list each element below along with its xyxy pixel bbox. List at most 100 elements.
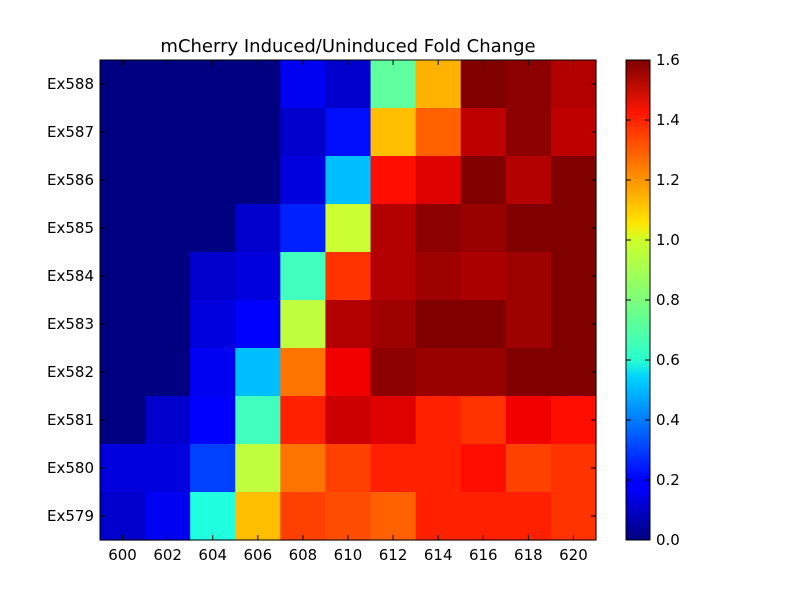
heatmap-cell [370, 60, 417, 109]
heatmap-cell [190, 444, 236, 493]
heatmap-cell [145, 252, 191, 301]
heatmap-cell [145, 396, 191, 445]
heatmap-cell [550, 156, 597, 205]
heatmap-cell [145, 60, 191, 109]
x-tick-label: 612 [379, 546, 408, 564]
heatmap-cell [460, 252, 507, 301]
heatmap-cell [280, 444, 327, 493]
colorbar-tick-label: 1.4 [656, 111, 680, 129]
heatmap-cell [280, 156, 327, 205]
heatmap-cell [460, 348, 507, 397]
heatmap-cell [415, 252, 462, 301]
heatmap-cell [550, 60, 597, 109]
colorbar-tick-label: 1.2 [656, 171, 680, 189]
y-tick-label: Ex580 [47, 459, 94, 477]
heatmap-cell [550, 348, 597, 397]
heatmap-cell [190, 396, 236, 445]
colorbar-tick-label: 1.0 [656, 231, 680, 249]
heatmap-cell [235, 492, 281, 541]
heatmap-cell [235, 156, 281, 205]
colorbar-tick-label: 0.0 [656, 531, 680, 549]
heatmap-cell [550, 444, 597, 493]
x-tick-label: 618 [514, 546, 543, 564]
heatmap-cell [145, 204, 191, 253]
heatmap-cell [505, 348, 552, 397]
heatmap-cell [325, 444, 372, 493]
y-tick-label: Ex583 [47, 315, 94, 333]
heatmap-cell [550, 204, 597, 253]
heatmap-cell [460, 156, 507, 205]
chart-title: mCherry Induced/Uninduced Fold Change [160, 36, 535, 57]
heatmap-cell [505, 204, 552, 253]
y-tick-label: Ex579 [47, 507, 94, 525]
heatmap-cell [550, 396, 597, 445]
heatmap-cell [100, 60, 146, 109]
heatmap-cell [460, 204, 507, 253]
colorbar-tick-label: 0.6 [656, 351, 680, 369]
x-tick-label: 620 [559, 546, 588, 564]
heatmap-cell [415, 204, 462, 253]
heatmap-cell [235, 348, 281, 397]
heatmap-cell [145, 156, 191, 205]
heatmap-cell [280, 348, 327, 397]
colorbar-ticks: 0.0 0.2 0.4 0.6 0.8 1.0 1.2 1.4 1.6 [626, 51, 680, 549]
heatmap-cell [460, 60, 507, 109]
heatmap-cell [100, 444, 146, 493]
heatmap-cell [415, 300, 462, 349]
heatmap-cell [280, 252, 327, 301]
y-tick-label: Ex588 [47, 75, 94, 93]
heatmap-cell [235, 444, 281, 493]
x-tick-label: 614 [424, 546, 453, 564]
x-tick-label: 602 [153, 546, 182, 564]
colorbar-tick-label: 0.2 [656, 471, 680, 489]
heatmap-cell [550, 108, 597, 157]
heatmap-cell [190, 348, 236, 397]
heatmap-cell [325, 60, 372, 109]
x-tick-label: 600 [108, 546, 137, 564]
x-tick-label: 606 [243, 546, 272, 564]
colorbar-tick-label: 1.6 [656, 51, 680, 69]
colorbar-tick-label: 0.4 [656, 411, 680, 429]
heatmap-cell [415, 348, 462, 397]
heatmap-cell [100, 492, 146, 541]
heatmap-cell [100, 300, 146, 349]
heatmap-cell [100, 204, 146, 253]
y-tick-label: Ex585 [47, 219, 94, 237]
heatmap-cell [145, 348, 191, 397]
heatmap-cell [235, 60, 281, 109]
heatmap-cell [415, 396, 462, 445]
heatmap-cell [370, 204, 417, 253]
y-tick-label: Ex584 [47, 267, 94, 285]
heatmap-cell [100, 396, 146, 445]
y-tick-label: Ex587 [47, 123, 94, 141]
heatmap-cell [325, 156, 372, 205]
heatmap-cell [415, 156, 462, 205]
heatmap-cell [460, 444, 507, 493]
heatmap-cell [100, 348, 146, 397]
heatmap-cell [415, 108, 462, 157]
heatmap-cell [325, 108, 372, 157]
heatmap-cell [190, 300, 236, 349]
heatmap-cell [505, 108, 552, 157]
heatmap-cell [190, 252, 236, 301]
heatmap-cell [280, 108, 327, 157]
heatmap-cell [550, 300, 597, 349]
heatmap-cell [325, 492, 372, 541]
heatmap-cell [370, 108, 417, 157]
heatmap-cells [100, 60, 597, 541]
heatmap-cell [280, 300, 327, 349]
heatmap-cell [325, 252, 372, 301]
heatmap-cell [235, 300, 281, 349]
x-axis-ticks: 600 602 604 606 608 610 612 614 616 618 620 [108, 60, 588, 564]
heatmap-cell [505, 396, 552, 445]
heatmap-cell [145, 492, 191, 541]
heatmap-cell [460, 300, 507, 349]
heatmap-cell [505, 492, 552, 541]
heatmap-cell [415, 444, 462, 493]
y-tick-label: Ex586 [47, 171, 94, 189]
heatmap-cell [280, 492, 327, 541]
heatmap-cell [370, 492, 417, 541]
heatmap-cell [460, 492, 507, 541]
heatmap-cell [100, 252, 146, 301]
heatmap-cell [550, 252, 597, 301]
